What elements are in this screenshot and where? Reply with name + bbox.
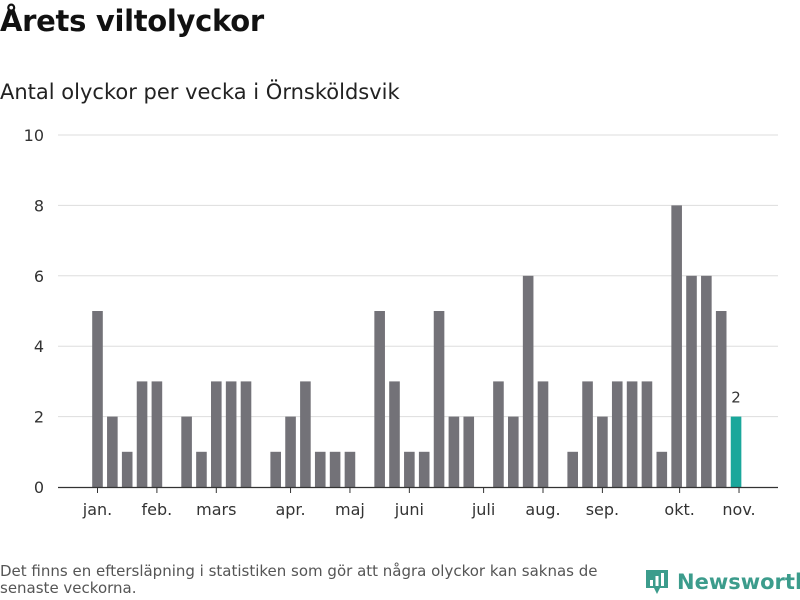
y-tick-label: 6	[34, 267, 44, 286]
bar	[344, 451, 356, 487]
bar	[433, 311, 445, 487]
highlight-value-label: 2	[731, 389, 741, 407]
x-tick-label: feb.	[142, 500, 173, 519]
newsworthy-logo[interactable]: Newsworthy	[644, 568, 800, 596]
y-tick-label: 4	[34, 337, 44, 356]
bar	[597, 416, 608, 487]
bar	[404, 451, 415, 487]
footnote: Det finns en eftersläpning i statistiken…	[0, 562, 598, 597]
bar	[196, 451, 207, 487]
x-tick-label: sep.	[586, 500, 619, 519]
bar	[537, 381, 549, 487]
bars	[92, 205, 742, 487]
bar	[611, 381, 623, 487]
bar	[448, 416, 460, 487]
bar	[151, 381, 163, 487]
bar	[329, 451, 341, 487]
bar	[285, 416, 296, 487]
bar	[389, 381, 400, 487]
bar	[211, 381, 222, 487]
chart-title: Årets viltolyckor	[0, 4, 264, 38]
newsworthy-icon	[646, 570, 668, 594]
brand-name: Newsworthy	[677, 570, 800, 594]
bar	[314, 451, 326, 487]
x-tick-label: mars	[196, 500, 236, 519]
bar-highlight	[730, 416, 742, 487]
x-tick-label: jan.	[82, 500, 112, 519]
x-tick-label: aug.	[525, 500, 560, 519]
x-tick-label: maj	[335, 500, 365, 519]
bar	[463, 416, 475, 487]
bar	[686, 275, 697, 487]
bar	[656, 451, 668, 487]
x-tick-label: juli	[471, 500, 495, 519]
x-axis-ticks: jan. feb. mars apr. maj juni juli aug. sep. okt. n…	[82, 487, 756, 519]
chart-subtitle: Antal olyckor per vecka i Örnsköldsvik	[0, 80, 400, 104]
bar	[493, 381, 504, 487]
bar	[270, 451, 281, 487]
bar	[715, 311, 727, 487]
bar	[671, 205, 682, 487]
bar	[136, 381, 148, 487]
bar	[240, 381, 252, 487]
data-labels: 2	[731, 389, 741, 407]
y-tick-label: 10	[24, 126, 44, 145]
bar	[300, 381, 311, 487]
bar	[641, 381, 653, 487]
bar	[701, 275, 712, 487]
bar	[567, 451, 578, 487]
bar	[181, 416, 192, 487]
bar	[582, 381, 593, 487]
grid-lines	[58, 134, 778, 418]
bar	[626, 381, 638, 487]
y-tick-label: 2	[34, 408, 44, 427]
bar	[508, 416, 519, 487]
bar	[121, 451, 133, 487]
x-tick-label: juni	[394, 500, 424, 519]
x-tick-label: okt.	[664, 500, 694, 519]
bar	[374, 311, 385, 487]
y-tick-label: 0	[34, 478, 44, 497]
x-tick-label: nov.	[722, 500, 755, 519]
bar	[418, 451, 430, 487]
bar	[92, 311, 103, 487]
x-tick-label: apr.	[275, 500, 305, 519]
y-tick-label: 8	[34, 196, 44, 215]
bar	[107, 416, 118, 487]
bar	[225, 381, 237, 487]
y-axis-ticks: 0 2 4 6 8 10	[24, 126, 44, 497]
bar	[522, 275, 534, 487]
